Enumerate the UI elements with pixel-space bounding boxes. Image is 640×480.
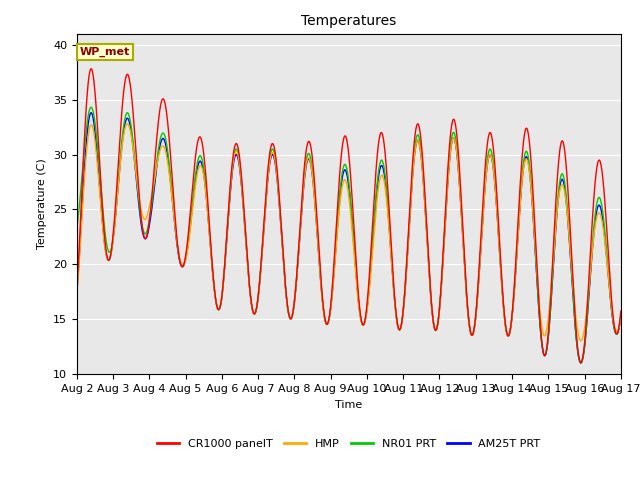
Title: Temperatures: Temperatures (301, 14, 396, 28)
HMP (124, 121, 131, 127)
AM25T PRT (255, 287, 263, 292)
Line: CR1000 panelT: CR1000 panelT (77, 69, 621, 363)
Text: WP_met: WP_met (79, 47, 130, 58)
CR1000 panelT (553, 187, 561, 193)
HMP (73, 292, 81, 298)
HMP (434, 323, 442, 329)
AM25T PRT (434, 323, 442, 329)
Line: NR01 PRT: NR01 PRT (77, 107, 621, 363)
CR1000 panelT (181, 257, 189, 263)
AM25T PRT (87, 110, 95, 116)
Line: AM25T PRT: AM25T PRT (77, 113, 621, 363)
HMP (553, 215, 561, 220)
AM25T PRT (73, 290, 81, 296)
AM25T PRT (181, 259, 189, 265)
NR01 PRT (255, 286, 263, 291)
CR1000 panelT (195, 137, 202, 143)
CR1000 panelT (577, 360, 584, 366)
AM25T PRT (617, 314, 625, 320)
AM25T PRT (553, 216, 561, 222)
NR01 PRT (87, 104, 95, 110)
AM25T PRT (195, 162, 202, 168)
CR1000 panelT (73, 286, 81, 291)
NR01 PRT (181, 259, 189, 264)
CR1000 panelT (505, 333, 513, 339)
HMP (195, 167, 202, 173)
HMP (617, 315, 625, 321)
CR1000 panelT (87, 66, 95, 72)
AM25T PRT (505, 333, 513, 339)
CR1000 panelT (255, 285, 263, 290)
CR1000 panelT (617, 308, 625, 314)
HMP (577, 338, 584, 344)
NR01 PRT (195, 156, 202, 162)
HMP (181, 260, 189, 265)
AM25T PRT (577, 360, 584, 366)
NR01 PRT (617, 313, 625, 319)
HMP (505, 333, 513, 339)
NR01 PRT (434, 323, 442, 328)
NR01 PRT (505, 333, 513, 339)
CR1000 panelT (434, 323, 442, 328)
NR01 PRT (73, 226, 81, 231)
HMP (255, 287, 263, 292)
X-axis label: Time: Time (335, 400, 362, 409)
Legend: CR1000 panelT, HMP, NR01 PRT, AM25T PRT: CR1000 panelT, HMP, NR01 PRT, AM25T PRT (152, 434, 545, 454)
Line: HMP: HMP (77, 124, 621, 341)
Y-axis label: Temperature (C): Temperature (C) (37, 158, 47, 250)
NR01 PRT (553, 212, 561, 217)
NR01 PRT (577, 360, 584, 366)
